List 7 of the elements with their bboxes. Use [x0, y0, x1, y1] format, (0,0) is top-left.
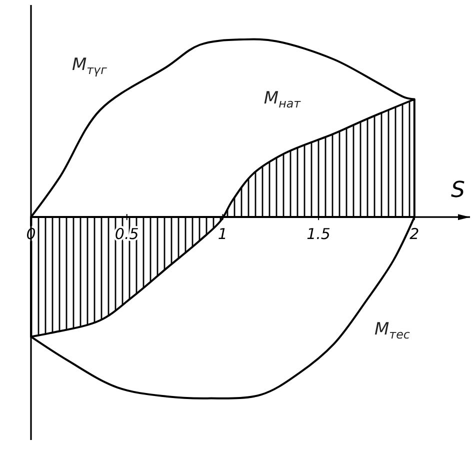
series-label: M$_{нат}$	[264, 88, 302, 110]
series-label: M$_{тес}$	[374, 319, 410, 342]
x-tick-label: 2	[410, 225, 420, 244]
x-axis-title: S	[451, 178, 466, 204]
x-tick-label: 1.5	[306, 225, 330, 244]
x-tick-label: 1	[218, 225, 228, 244]
series-label: M$_{түг}$	[72, 55, 108, 77]
